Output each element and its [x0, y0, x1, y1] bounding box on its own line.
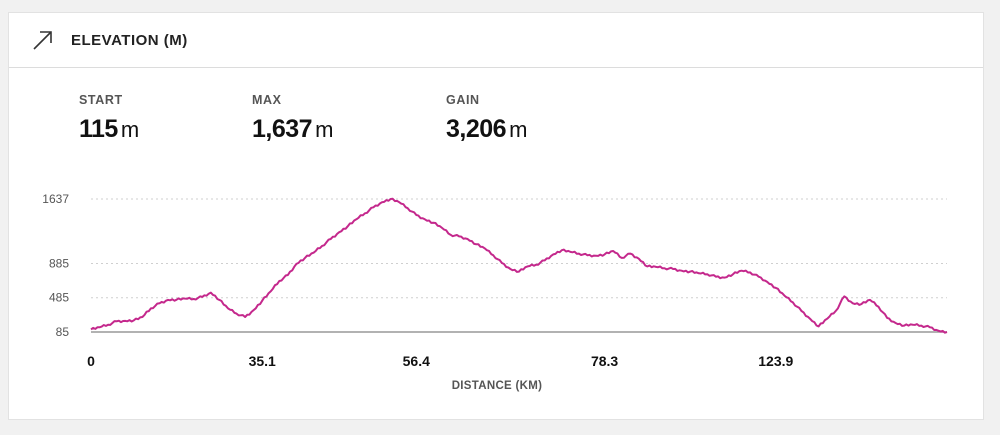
stat-label: MAX — [252, 93, 282, 107]
stat-number: 115 — [79, 115, 118, 143]
y-tick-label: 485 — [49, 291, 69, 305]
stat-unit: m — [315, 117, 334, 142]
stat-number: 1,637 — [252, 115, 313, 143]
x-axis-title: DISTANCE (KM) — [452, 380, 543, 392]
y-tick-label: 85 — [56, 325, 70, 339]
stat-max: MAX 1,637 m — [252, 93, 333, 144]
stat-start: START 115 m — [79, 93, 139, 144]
y-tick-label: 885 — [49, 256, 69, 270]
stat-value: 115 m — [79, 115, 139, 144]
elevation-chart: 85 485 885 1637 0 35.1 56.4 78.3 123.9 DISTANCE (… — [42, 192, 948, 392]
x-tick-label: 0 — [87, 353, 95, 369]
arrow-up-right-icon — [33, 31, 52, 50]
y-tick-label: 1637 — [42, 192, 69, 206]
elevation-card: ELEVATION (M) START 115 m MAX 1,637 m GAIN… — [8, 12, 984, 420]
stat-number: 3,206 — [446, 115, 507, 143]
stat-label: GAIN — [446, 93, 480, 107]
stat-label: START — [79, 93, 123, 107]
stat-value: 3,206 m — [446, 115, 527, 144]
stat-unit: m — [120, 117, 140, 142]
stat-unit: m — [509, 117, 528, 142]
x-tick-label: 35.1 — [249, 353, 276, 369]
card-header: ELEVATION (M) — [9, 13, 983, 68]
x-tick-label: 56.4 — [403, 353, 430, 369]
stat-gain: GAIN 3,206 m — [446, 93, 527, 144]
x-tick-label: 123.9 — [758, 353, 793, 369]
elevation-line — [90, 197, 948, 334]
stat-value: 1,637 m — [252, 115, 333, 144]
card-title: ELEVATION (M) — [71, 31, 188, 49]
x-tick-label: 78.3 — [591, 353, 618, 369]
